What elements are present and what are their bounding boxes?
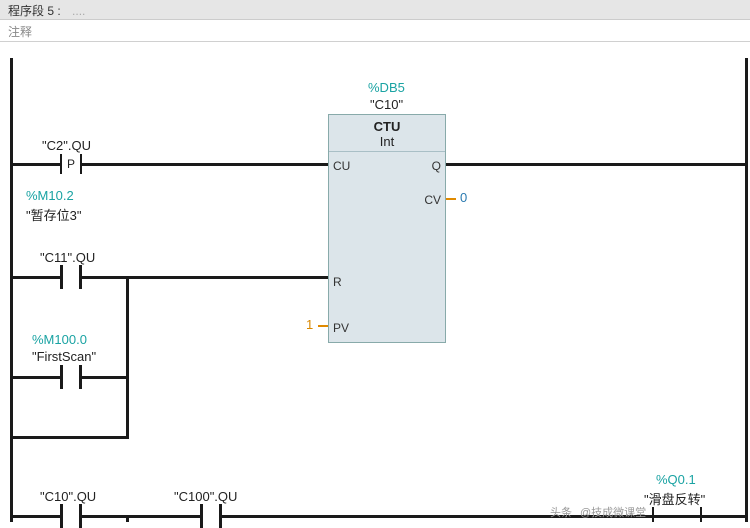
contact-c100[interactable] xyxy=(200,504,222,528)
c2-label: "C2".QU xyxy=(42,138,91,153)
wire-branch-mid xyxy=(82,376,128,379)
pv-value: 1 xyxy=(306,317,313,332)
pv-tick xyxy=(318,325,328,327)
watermark-right: @技成微课堂 xyxy=(580,504,646,520)
q01-name: "滑盘反转" xyxy=(644,489,705,508)
contact-c11[interactable] xyxy=(60,265,82,289)
segment-label: 程序段 5 : xyxy=(8,4,61,18)
port-r: R xyxy=(333,275,342,289)
wire-branch-bot xyxy=(13,436,128,439)
ladder-diagram: %DB5 "C10" CTU Int CU Q CV R PV P "C2".Q… xyxy=(0,42,750,522)
q01-addr: %Q0.1 xyxy=(656,472,696,487)
contact-firstscan[interactable] xyxy=(60,365,82,389)
port-pv: PV xyxy=(333,321,349,335)
segment-suffix: .... xyxy=(72,4,85,18)
wire-r3-left xyxy=(13,515,60,518)
wire-r3-v xyxy=(126,515,129,522)
ctu-title: CTU Int xyxy=(329,115,445,154)
wire-r2-left xyxy=(13,276,60,279)
m102-addr: %M10.2 xyxy=(26,188,74,203)
contact-p[interactable]: P xyxy=(60,154,82,174)
comment-row[interactable]: 注释 xyxy=(0,20,750,42)
m1000-addr: %M100.0 xyxy=(32,332,87,347)
wire-branch-v1 xyxy=(126,276,129,379)
segment-header: 程序段 5 : .... xyxy=(0,0,750,20)
cv-tick xyxy=(446,198,456,200)
port-cu: CU xyxy=(333,159,350,173)
coil-left xyxy=(652,507,654,522)
cv-value: 0 xyxy=(460,190,467,205)
coil-right xyxy=(700,507,702,522)
ctu-datatype: Int xyxy=(329,134,445,149)
left-rail xyxy=(10,58,13,522)
wire-r3-out xyxy=(642,515,746,518)
wire-r3-m2 xyxy=(222,515,642,518)
m1000-name: "FirstScan" xyxy=(32,349,96,364)
ctu-type-label: CTU xyxy=(329,119,445,134)
port-q: Q xyxy=(432,159,441,173)
c100-label: "C100".QU xyxy=(174,489,237,504)
right-rail xyxy=(745,58,748,522)
db-label: %DB5 xyxy=(368,80,405,95)
c10-label: "C10".QU xyxy=(40,489,96,504)
ctu-block[interactable]: CTU Int CU Q CV R PV xyxy=(328,114,446,343)
watermark-left: 头条 xyxy=(550,504,572,520)
c11-label: "C11".QU xyxy=(40,250,95,265)
comment-label: 注释 xyxy=(8,25,32,39)
port-cv: CV xyxy=(424,193,441,207)
wire-r2-mid xyxy=(82,276,328,279)
db-name: "C10" xyxy=(370,97,403,112)
wire-branch-v2 xyxy=(126,379,129,439)
wire-branch-left xyxy=(13,376,60,379)
wire-q-out xyxy=(446,163,746,166)
wire-r1-left xyxy=(13,163,60,166)
p-letter: P xyxy=(67,157,75,171)
m102-name: "暂存位3" xyxy=(26,205,81,224)
wire-r3-m1 xyxy=(82,515,200,518)
contact-c10[interactable] xyxy=(60,504,82,528)
wire-r1-mid xyxy=(82,163,328,166)
